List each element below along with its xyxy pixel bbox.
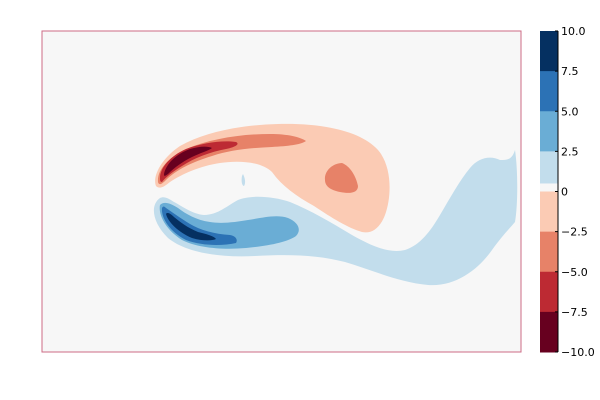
plot-area bbox=[42, 31, 521, 352]
colorbar-tick-label: 0 bbox=[561, 186, 568, 199]
plot-background bbox=[42, 31, 521, 352]
colorbar-band bbox=[540, 71, 558, 112]
colorbar-tick-label: −2.5 bbox=[561, 226, 588, 239]
colorbar-band bbox=[540, 312, 558, 353]
colorbar-tick-label: −10.0 bbox=[561, 346, 595, 359]
colorbar: 10.0 7.5 5.0 2.5 0 −2.5 −5.0 −7.5 −10.0 bbox=[540, 25, 595, 359]
colorbar-tick-label: 7.5 bbox=[561, 65, 579, 78]
colorbar-band bbox=[540, 111, 558, 152]
colorbar-band bbox=[540, 31, 558, 72]
colorbar-band bbox=[540, 232, 558, 273]
colorbar-tick-label: 10.0 bbox=[561, 25, 586, 38]
colorbar-tick-label: −5.0 bbox=[561, 266, 588, 279]
colorbar-tick-label: 2.5 bbox=[561, 145, 579, 158]
colorbar-tick-label: −7.5 bbox=[561, 306, 588, 319]
colorbar-tick-label: 5.0 bbox=[561, 105, 579, 118]
colorbar-band bbox=[540, 272, 558, 313]
colorbar-band bbox=[540, 192, 558, 233]
